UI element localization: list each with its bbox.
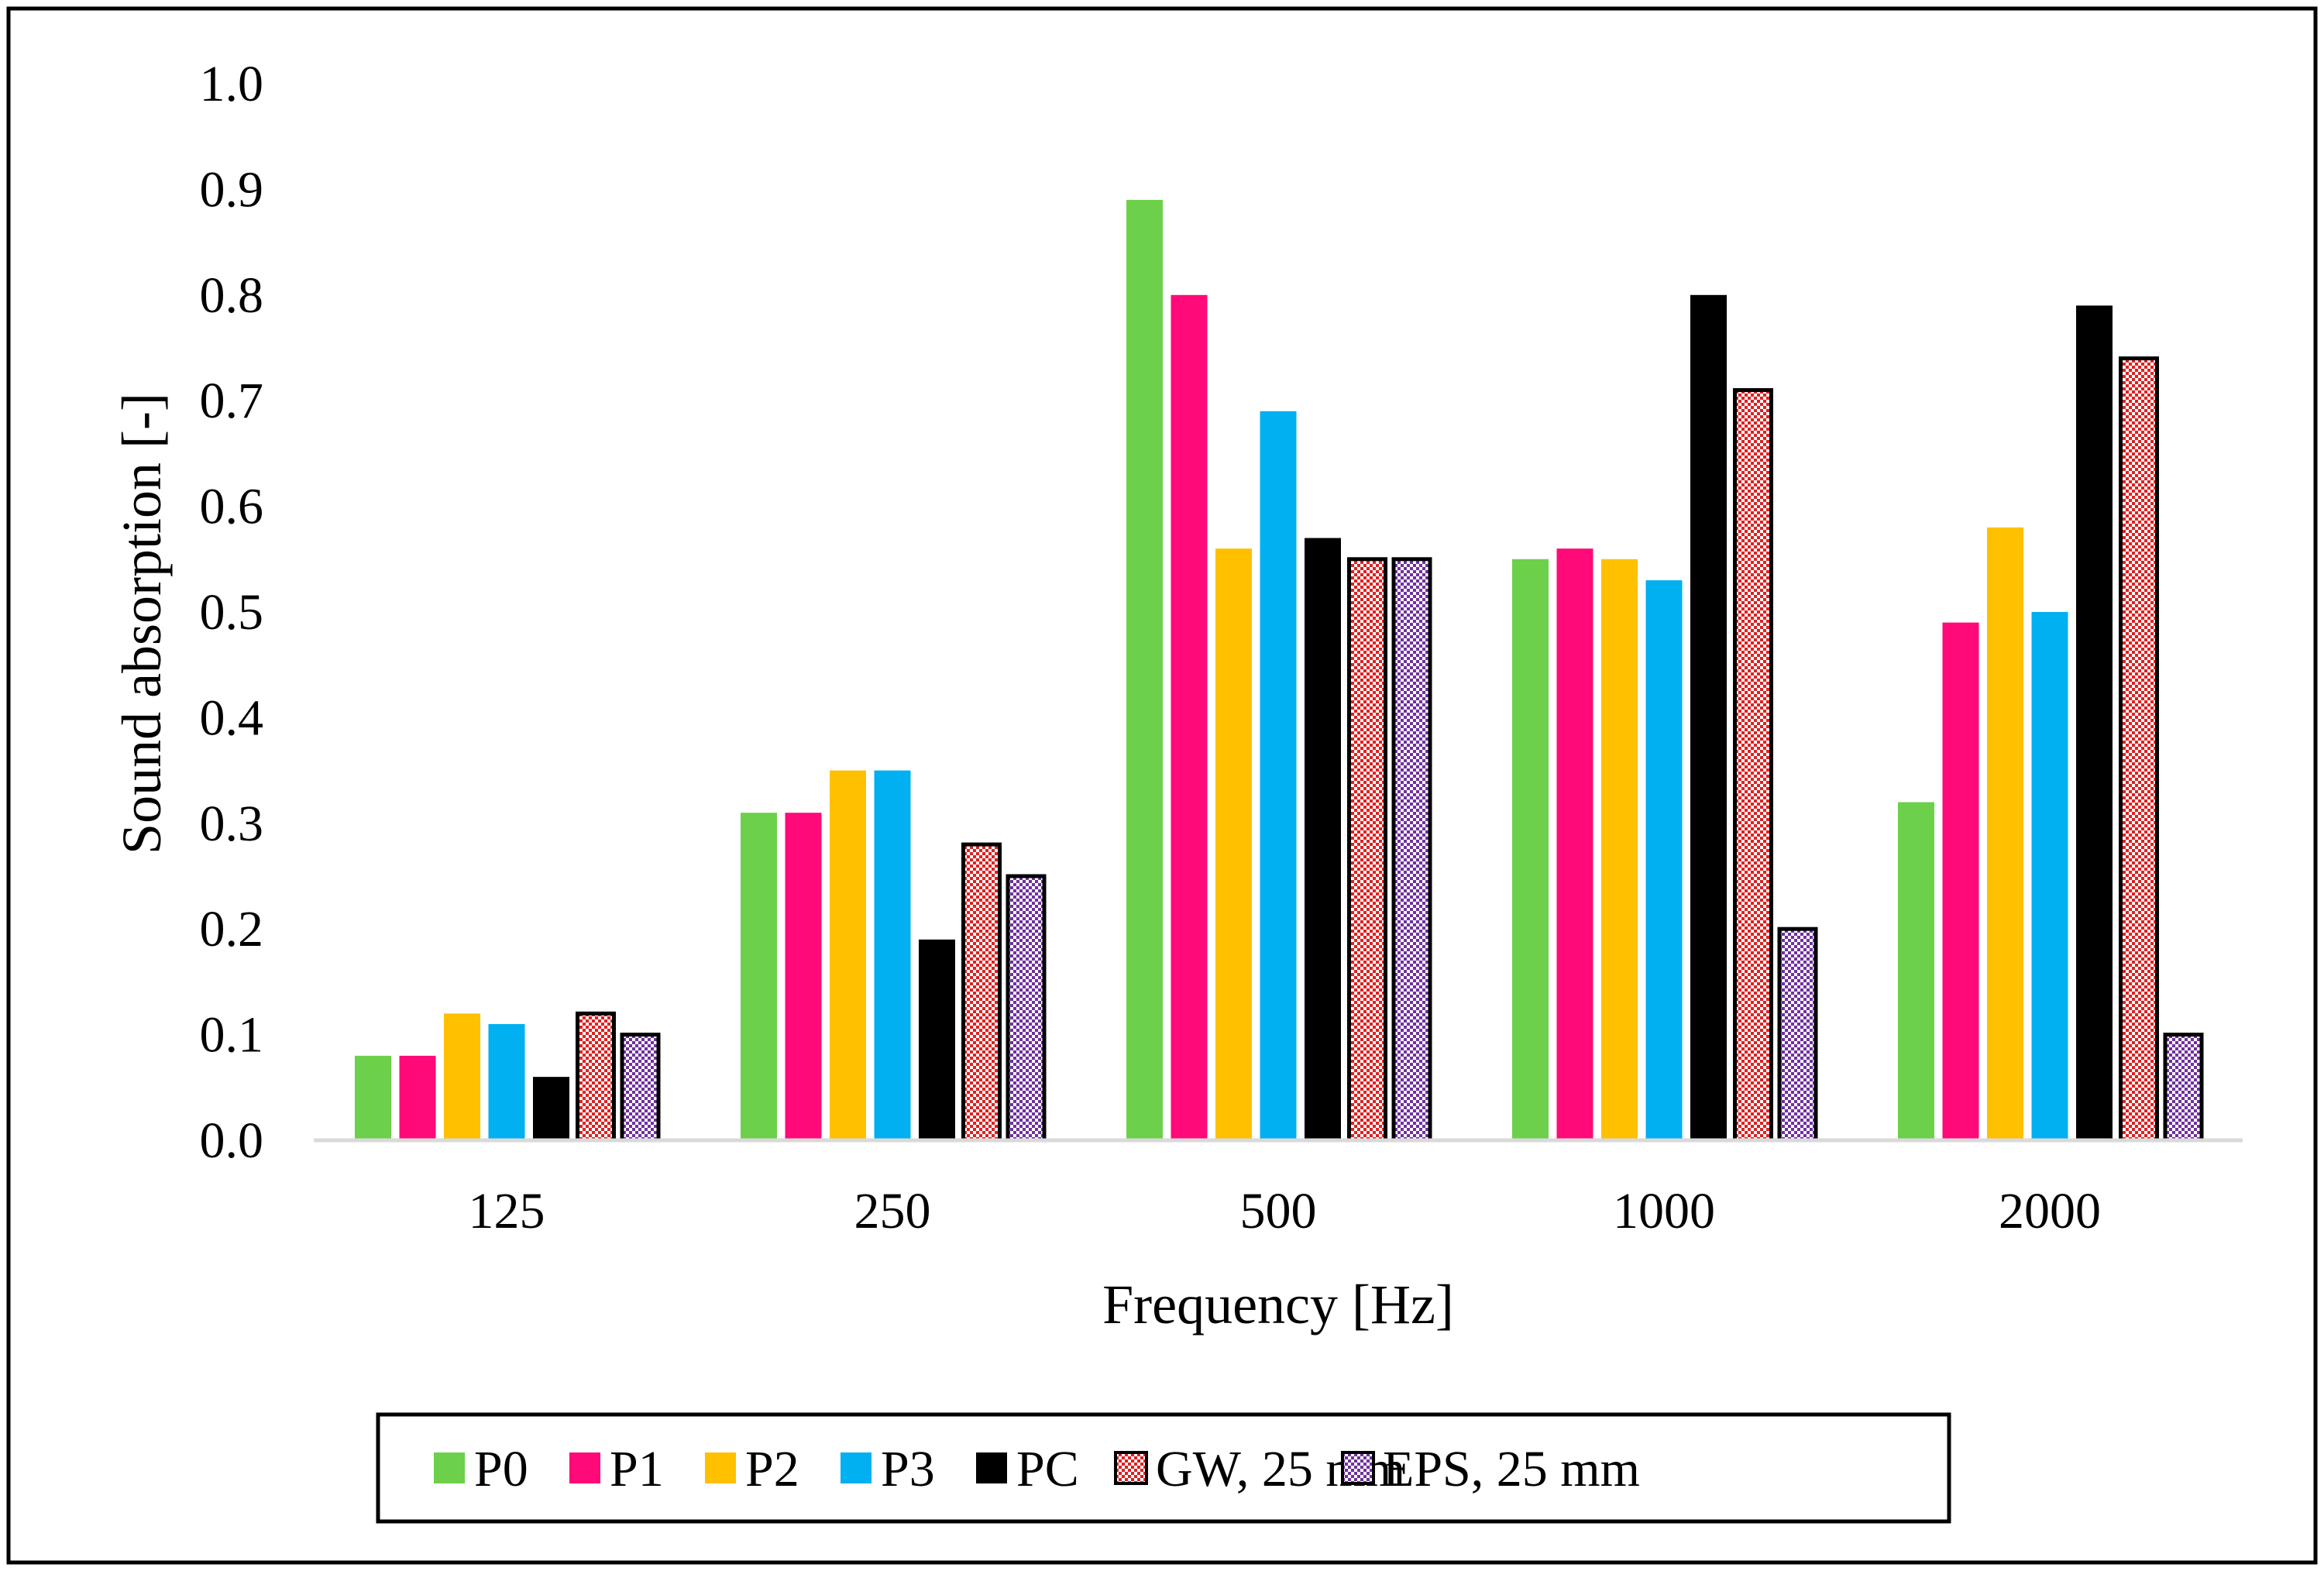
x-tick-label: 1000	[1613, 1183, 1715, 1239]
bar-pc-2000	[2076, 305, 2113, 1141]
y-tick-label: 0.9	[200, 161, 264, 218]
y-tick-label: 0.7	[200, 373, 264, 429]
bar-eps-25-mm-2000	[2163, 1033, 2204, 1143]
y-tick-label: 0.5	[200, 584, 264, 641]
bar-p1-1000	[1556, 548, 1593, 1140]
bar-p0-2000	[1898, 802, 1934, 1140]
bar-pc-1000	[1690, 294, 1727, 1140]
y-tick-label: 0.4	[200, 689, 264, 746]
bar-p1-125	[399, 1055, 436, 1140]
legend-swatch-p0	[434, 1452, 465, 1483]
bar-p3-125	[488, 1023, 525, 1140]
bar-gw-25-mm-1000	[1733, 388, 1773, 1143]
legend-label: P3	[881, 1441, 935, 1497]
legend-swatch-eps-25-mm	[1341, 1451, 1375, 1485]
x-axis-title: Frequency [Hz]	[1102, 1274, 1454, 1336]
bar-eps-25-mm-1000	[1777, 926, 1818, 1143]
x-tick-label: 2000	[1999, 1183, 2101, 1239]
bar-pc-500	[1305, 538, 1341, 1140]
bar-p1-250	[785, 813, 822, 1140]
legend-label: PC	[1016, 1441, 1079, 1497]
x-tick-label: 250	[854, 1183, 931, 1239]
legend-swatch-p1	[569, 1452, 600, 1483]
y-tick-label: 0.8	[200, 267, 264, 324]
y-tick-label: 0.0	[200, 1112, 264, 1169]
bar-pc-125	[533, 1077, 569, 1140]
bar-p0-125	[355, 1055, 391, 1140]
y-tick-label: 0.3	[200, 796, 264, 852]
y-tick-label: 0.2	[200, 901, 264, 957]
bar-gw-25-mm-500	[1347, 557, 1387, 1143]
bar-p0-1000	[1512, 559, 1549, 1140]
legend-swatch-pc	[976, 1452, 1007, 1483]
bar-p2-250	[830, 770, 866, 1140]
x-tick-label: 125	[469, 1183, 545, 1239]
bar-gw-25-mm-125	[576, 1011, 616, 1143]
y-tick-label: 0.6	[200, 479, 264, 535]
bar-p3-2000	[2031, 612, 2068, 1140]
legend-swatch-gw-25-mm	[1114, 1451, 1148, 1485]
bar-p0-250	[741, 813, 777, 1140]
legend-swatch-p2	[705, 1452, 736, 1483]
y-tick-label: 0.1	[200, 1007, 264, 1064]
legend-frame	[376, 1412, 1951, 1524]
legend-swatch-p3	[841, 1452, 871, 1483]
bar-p2-1000	[1601, 559, 1638, 1140]
bar-p2-125	[444, 1013, 480, 1140]
bar-gw-25-mm-2000	[2119, 356, 2159, 1143]
legend-label: P0	[474, 1441, 528, 1497]
y-axis: 0.0 0.1 0.2 0.3 0.4 0.5 0.6 0.7 0.8 0.9 1.0	[200, 56, 264, 1169]
bar-p2-2000	[1987, 527, 2023, 1140]
x-axis: 125 250 500 1000 2000	[469, 1183, 2102, 1239]
bar-pc-250	[919, 939, 955, 1140]
bar-gw-25-mm-250	[961, 842, 1002, 1143]
bar-p3-1000	[1645, 580, 1683, 1140]
y-axis-title: Sound absorption [-]	[111, 393, 173, 854]
bar-p1-500	[1171, 294, 1208, 1140]
legend-label: P1	[610, 1441, 664, 1497]
bar-p1-2000	[1942, 622, 1979, 1140]
bar-p0-500	[1126, 200, 1163, 1140]
bar-eps-25-mm-250	[1006, 874, 1047, 1143]
bar-p3-500	[1260, 411, 1297, 1140]
bar-p2-500	[1215, 548, 1252, 1140]
bar-eps-25-mm-500	[1391, 557, 1432, 1143]
bar-eps-25-mm-125	[620, 1033, 661, 1143]
x-tick-label: 500	[1240, 1183, 1317, 1239]
y-tick-label: 1.0	[200, 56, 264, 112]
plot-area	[355, 200, 2204, 1143]
legend-label: EPS, 25 mm	[1383, 1441, 1640, 1497]
bar-p3-250	[874, 770, 911, 1140]
legend-label: P2	[745, 1441, 799, 1497]
